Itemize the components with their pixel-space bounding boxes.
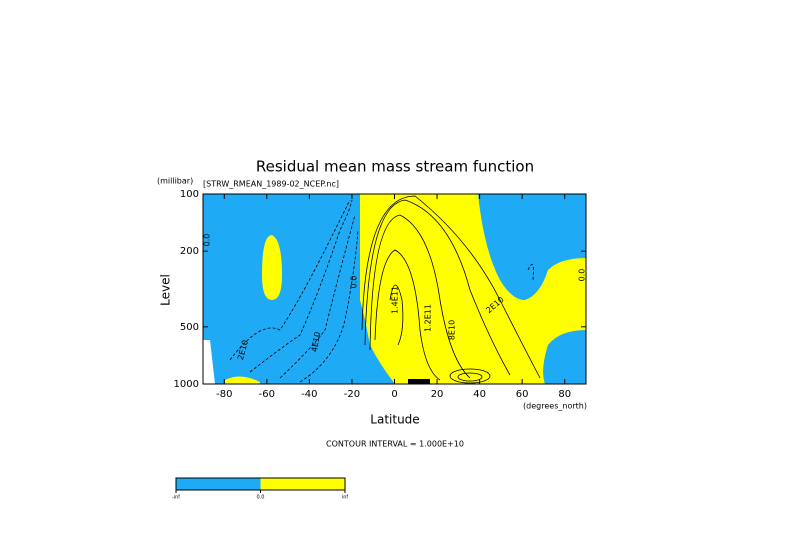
x-tick-label: -80: [216, 389, 232, 400]
footer-note: CONTOUR INTERVAL = 1.000E+10: [326, 440, 464, 449]
contour-label: 0.0: [203, 234, 212, 247]
colorbar-segment: [176, 478, 261, 490]
contour-line: [449, 368, 491, 384]
x-tick-label: 60: [516, 389, 529, 400]
x-tick-label: 80: [558, 389, 571, 400]
contour-line: [249, 199, 353, 373]
colorbar-label: inf: [342, 495, 349, 501]
colorbar-label: -inf: [172, 495, 180, 501]
positive-region: [262, 235, 282, 300]
contour-line: [361, 195, 541, 379]
contour-line: [527, 263, 534, 281]
missing-region: [203, 340, 215, 384]
contour-line: [364, 199, 511, 376]
contour-label: 1.2E11: [424, 304, 433, 332]
y-axis-label: Level: [159, 274, 173, 306]
contour-label: 4E10: [310, 331, 322, 353]
contour-cluster: [408, 379, 430, 384]
contour-line: [374, 249, 441, 381]
contour-line: [389, 284, 404, 346]
contour-line: [229, 199, 351, 361]
contour-label: 0.0: [578, 269, 587, 282]
x-tick-label: -20: [344, 389, 360, 400]
x-units: (degrees_north): [523, 402, 587, 411]
positive-region: [225, 376, 260, 384]
positive-region: [360, 194, 586, 384]
x-tick-label: -40: [301, 389, 317, 400]
x-tick-label: 0: [391, 389, 397, 400]
contour-label: 0.0: [350, 276, 359, 289]
x-tick-label: -60: [259, 389, 275, 400]
x-tick-label: 20: [431, 389, 444, 400]
y-tick-label: 1000: [174, 379, 199, 390]
contour-line: [299, 229, 359, 383]
x-axis-label: Latitude: [370, 413, 419, 427]
colorbar-segment: [260, 478, 345, 490]
contour-label: 8E10: [448, 320, 457, 340]
colorbar-label: 0.0: [257, 495, 265, 501]
contour-line: [457, 372, 483, 382]
y-tick-label: 200: [180, 246, 199, 257]
contour-lines: [229, 195, 541, 384]
contour-line: [369, 214, 471, 379]
x-tick-label: 40: [473, 389, 486, 400]
y-tick-label: 100: [180, 189, 199, 200]
y-tick-label: 500: [180, 322, 199, 333]
contour-fill: [203, 194, 586, 384]
contour-label: 1.4E11: [391, 286, 400, 314]
chart-title: Residual mean mass stream function: [256, 158, 534, 176]
dataset-label: [STRW_RMEAN_1989-02_NCEP.nc]: [203, 180, 339, 189]
y-units: (millibar): [157, 177, 193, 186]
contour-line: [279, 214, 356, 379]
